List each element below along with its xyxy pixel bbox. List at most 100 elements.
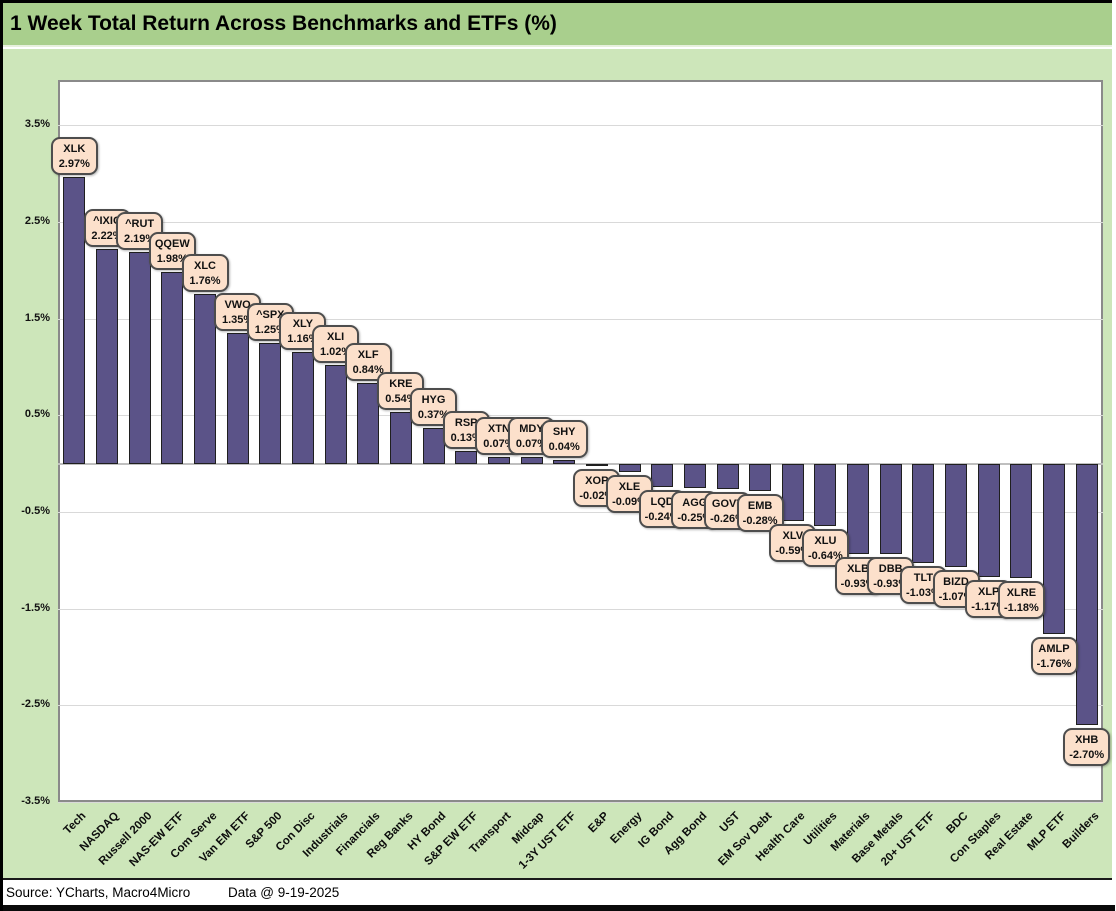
bar-label-ticker: EMB	[747, 499, 773, 512]
chart-area: 3.5% 2.5% 1.5% 0.5% -0.5% -1.5% -2.5% -3.5% XLK 2…	[3, 49, 1112, 878]
bar-QQEW	[161, 272, 184, 464]
bar-label-ticker: XLP	[977, 585, 1000, 598]
bar-label-ticker: XLC	[194, 259, 216, 272]
bar-XLF	[357, 382, 380, 464]
y-axis-tick-label: -1.5%	[21, 601, 50, 614]
bottom-strip	[3, 905, 1115, 911]
bar-BIZD	[945, 463, 967, 568]
bar-RSP	[455, 451, 478, 464]
bar-label-value: -0.93%	[873, 577, 909, 590]
bar-label-value: 1.25%	[254, 323, 286, 336]
gridline	[58, 512, 1103, 513]
bar-XLC	[194, 293, 216, 464]
gridline	[58, 608, 1103, 610]
bar-label-value: 2.97%	[58, 157, 90, 170]
bar-label-value: -1.17%	[971, 600, 1007, 613]
bar-label-XLK: XLK 2.97%	[50, 136, 98, 175]
bar-label-value: 0.13%	[450, 432, 482, 445]
bar-label-value: -0.09%	[612, 496, 647, 509]
bar-label-value: -0.93%	[840, 577, 876, 590]
bar-label-HYG: HYG 0.37%	[410, 388, 457, 426]
bar-label-ticker: MDY	[519, 422, 544, 435]
bar-label-ticker: XLK	[63, 142, 86, 155]
bar-label-ticker: XOP	[585, 474, 609, 487]
bar-XLK	[63, 176, 86, 464]
bar-label-ticker: XLF	[357, 348, 379, 361]
bar-XLV	[781, 463, 804, 521]
bar-^IXIC	[96, 249, 118, 464]
bar-label-ticker: XLRE	[1006, 586, 1037, 599]
bar-label-XLC: XLC 1.76%	[181, 253, 229, 292]
y-axis-tick-label: -0.5%	[21, 505, 50, 517]
bar-GOVT	[716, 463, 739, 489]
gridline	[58, 125, 1103, 127]
bar-label-XLF: XLF 0.84%	[344, 342, 392, 381]
bar-label-ticker: XLE	[618, 481, 641, 494]
bar-label-value: 0.07%	[515, 437, 548, 450]
bar-label-value: -0.25%	[677, 511, 713, 524]
bar-label-ticker: AGG	[682, 496, 708, 509]
bar-label-SHY: SHY 0.04%	[540, 419, 588, 458]
bar-label-ticker: LQD	[650, 495, 674, 508]
bar-label-value: 0.54%	[385, 392, 417, 405]
bar-XLU	[814, 463, 837, 526]
bar-MDY	[520, 456, 543, 464]
bar-XLB	[847, 463, 870, 554]
y-axis-tick-label: 0.5%	[24, 408, 50, 421]
bar-TLT	[912, 463, 935, 564]
bar-label-ticker: GOVT	[711, 497, 744, 510]
bar-label-value: -2.70%	[1069, 748, 1105, 761]
bar-label-ticker: XLI	[327, 331, 345, 344]
bar-label-EMB: EMB -0.28%	[736, 493, 784, 532]
bar-label-ticker: QQEW	[154, 238, 190, 251]
y-axis-tick-label: 2.5%	[24, 215, 50, 228]
gridline	[58, 802, 1103, 803]
bar-label-QQEW: QQEW 1.98%	[148, 232, 196, 271]
bar-label-value: -0.59%	[775, 544, 811, 557]
bar-XLY	[291, 351, 314, 464]
bar-EMB	[749, 463, 772, 491]
bar-label-XLRE: XLRE -1.18%	[997, 580, 1045, 619]
bar-label-ticker: XLY	[292, 317, 314, 330]
y-axis-tick-label: 1.5%	[24, 311, 50, 324]
bar-label-value: -0.02%	[579, 489, 615, 502]
bar-label-ticker: XTN	[487, 422, 510, 435]
bar-label-value: 1.98%	[156, 253, 188, 266]
bar-label-value: 0.04%	[548, 440, 580, 453]
footer: Source: YCharts, Macro4Micro Data @ 9-19…	[3, 878, 1112, 905]
bar-label-ticker: AMLP	[1038, 642, 1070, 655]
bar-label-value: -0.64%	[807, 549, 843, 562]
data-date-text: Data @ 9-19-2025	[228, 885, 340, 900]
bar-label-value: 0.84%	[352, 363, 384, 376]
bar-AGG	[683, 463, 706, 488]
bar-label-value: 0.07%	[483, 437, 515, 450]
bar-label-AMLP: AMLP -1.76%	[1030, 636, 1078, 675]
bar-XTN	[487, 456, 510, 464]
bar-label-ticker: XLB	[847, 562, 870, 575]
bar-XLP	[977, 463, 1000, 577]
zero-axis-line	[58, 462, 1103, 465]
bar-label-value: -1.07%	[938, 591, 974, 604]
source-text: Source: YCharts, Macro4Micro	[6, 885, 191, 900]
bar-^RUT	[128, 252, 151, 464]
bar-label-ticker: KRE	[389, 377, 413, 390]
bar-label-value: 1.02%	[319, 346, 352, 359]
y-axis-tick-label: -3.5%	[21, 795, 50, 807]
bar-label-ticker: SHY	[552, 425, 576, 438]
bar-XLI	[324, 365, 347, 464]
bar-label-value: -0.28%	[742, 514, 778, 527]
bar-label-value: 1.16%	[287, 332, 319, 345]
bar-label-value: 1.35%	[221, 314, 254, 327]
bar-XHB	[1075, 463, 1098, 725]
bar-label-value: 0.37%	[417, 409, 450, 421]
bar-XLRE	[1010, 463, 1033, 578]
bar-XOP	[585, 463, 608, 466]
bar-label-ticker: HYG	[421, 394, 446, 406]
bar-AMLP	[1043, 463, 1065, 634]
bar-label-value: -1.76%	[1036, 657, 1072, 670]
gridline	[58, 705, 1103, 707]
bar-label-ticker: ^IXIC	[93, 215, 121, 228]
bar-label-ticker: DBB	[878, 562, 903, 575]
